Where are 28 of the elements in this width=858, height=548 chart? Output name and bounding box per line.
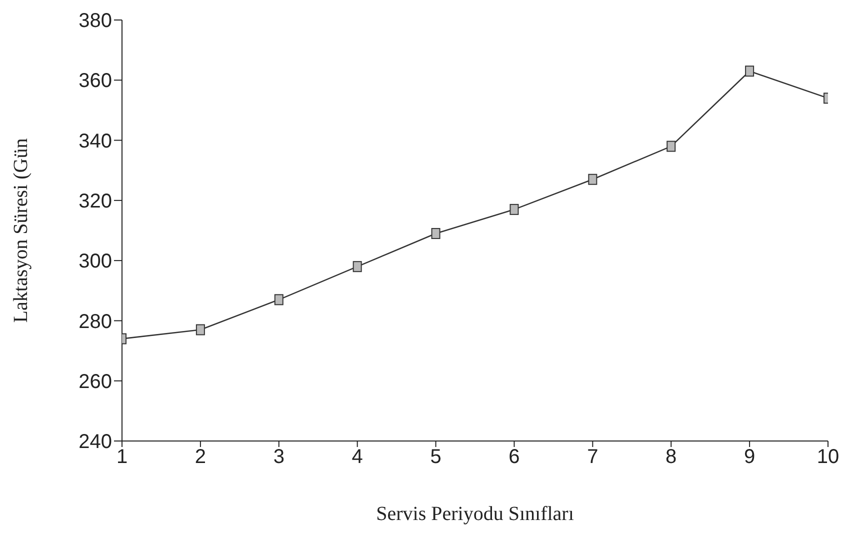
point: [352, 261, 362, 272]
point: [196, 324, 205, 336]
x-tick-label: 8: [666, 446, 677, 468]
y-tick-label: 320: [78, 190, 112, 213]
point: [745, 66, 754, 77]
point: [510, 204, 519, 215]
point: [274, 294, 284, 306]
y-tick-label: 300: [78, 250, 112, 273]
x-tick-label: 6: [508, 446, 520, 468]
y-axis-title: Laktasyon Süresi (Gün: [10, 138, 32, 323]
x-tick-label: 5: [430, 446, 442, 468]
y-tick-label: 260: [78, 370, 112, 393]
x-tick-label: 2: [194, 446, 206, 468]
y-tick-label: 340: [78, 130, 112, 152]
x-tick-label: 4: [352, 446, 363, 468]
x-tick-label: 1: [116, 446, 128, 468]
y-tick-label: 280: [78, 310, 112, 333]
point: [588, 174, 598, 185]
y-tick-label: 380: [78, 10, 112, 32]
x-tick-label: 9: [744, 446, 756, 468]
point: [666, 140, 676, 152]
y-tick-label: 240: [78, 431, 112, 454]
point: [431, 228, 440, 240]
x-tick-label: 10: [816, 446, 840, 468]
x-tick-label: 7: [587, 446, 598, 468]
y-tick-label: 360: [78, 70, 112, 92]
x-axis-title: Servis Periyodu Sınıfları: [376, 503, 574, 525]
x-tick-label: 3: [273, 446, 284, 468]
